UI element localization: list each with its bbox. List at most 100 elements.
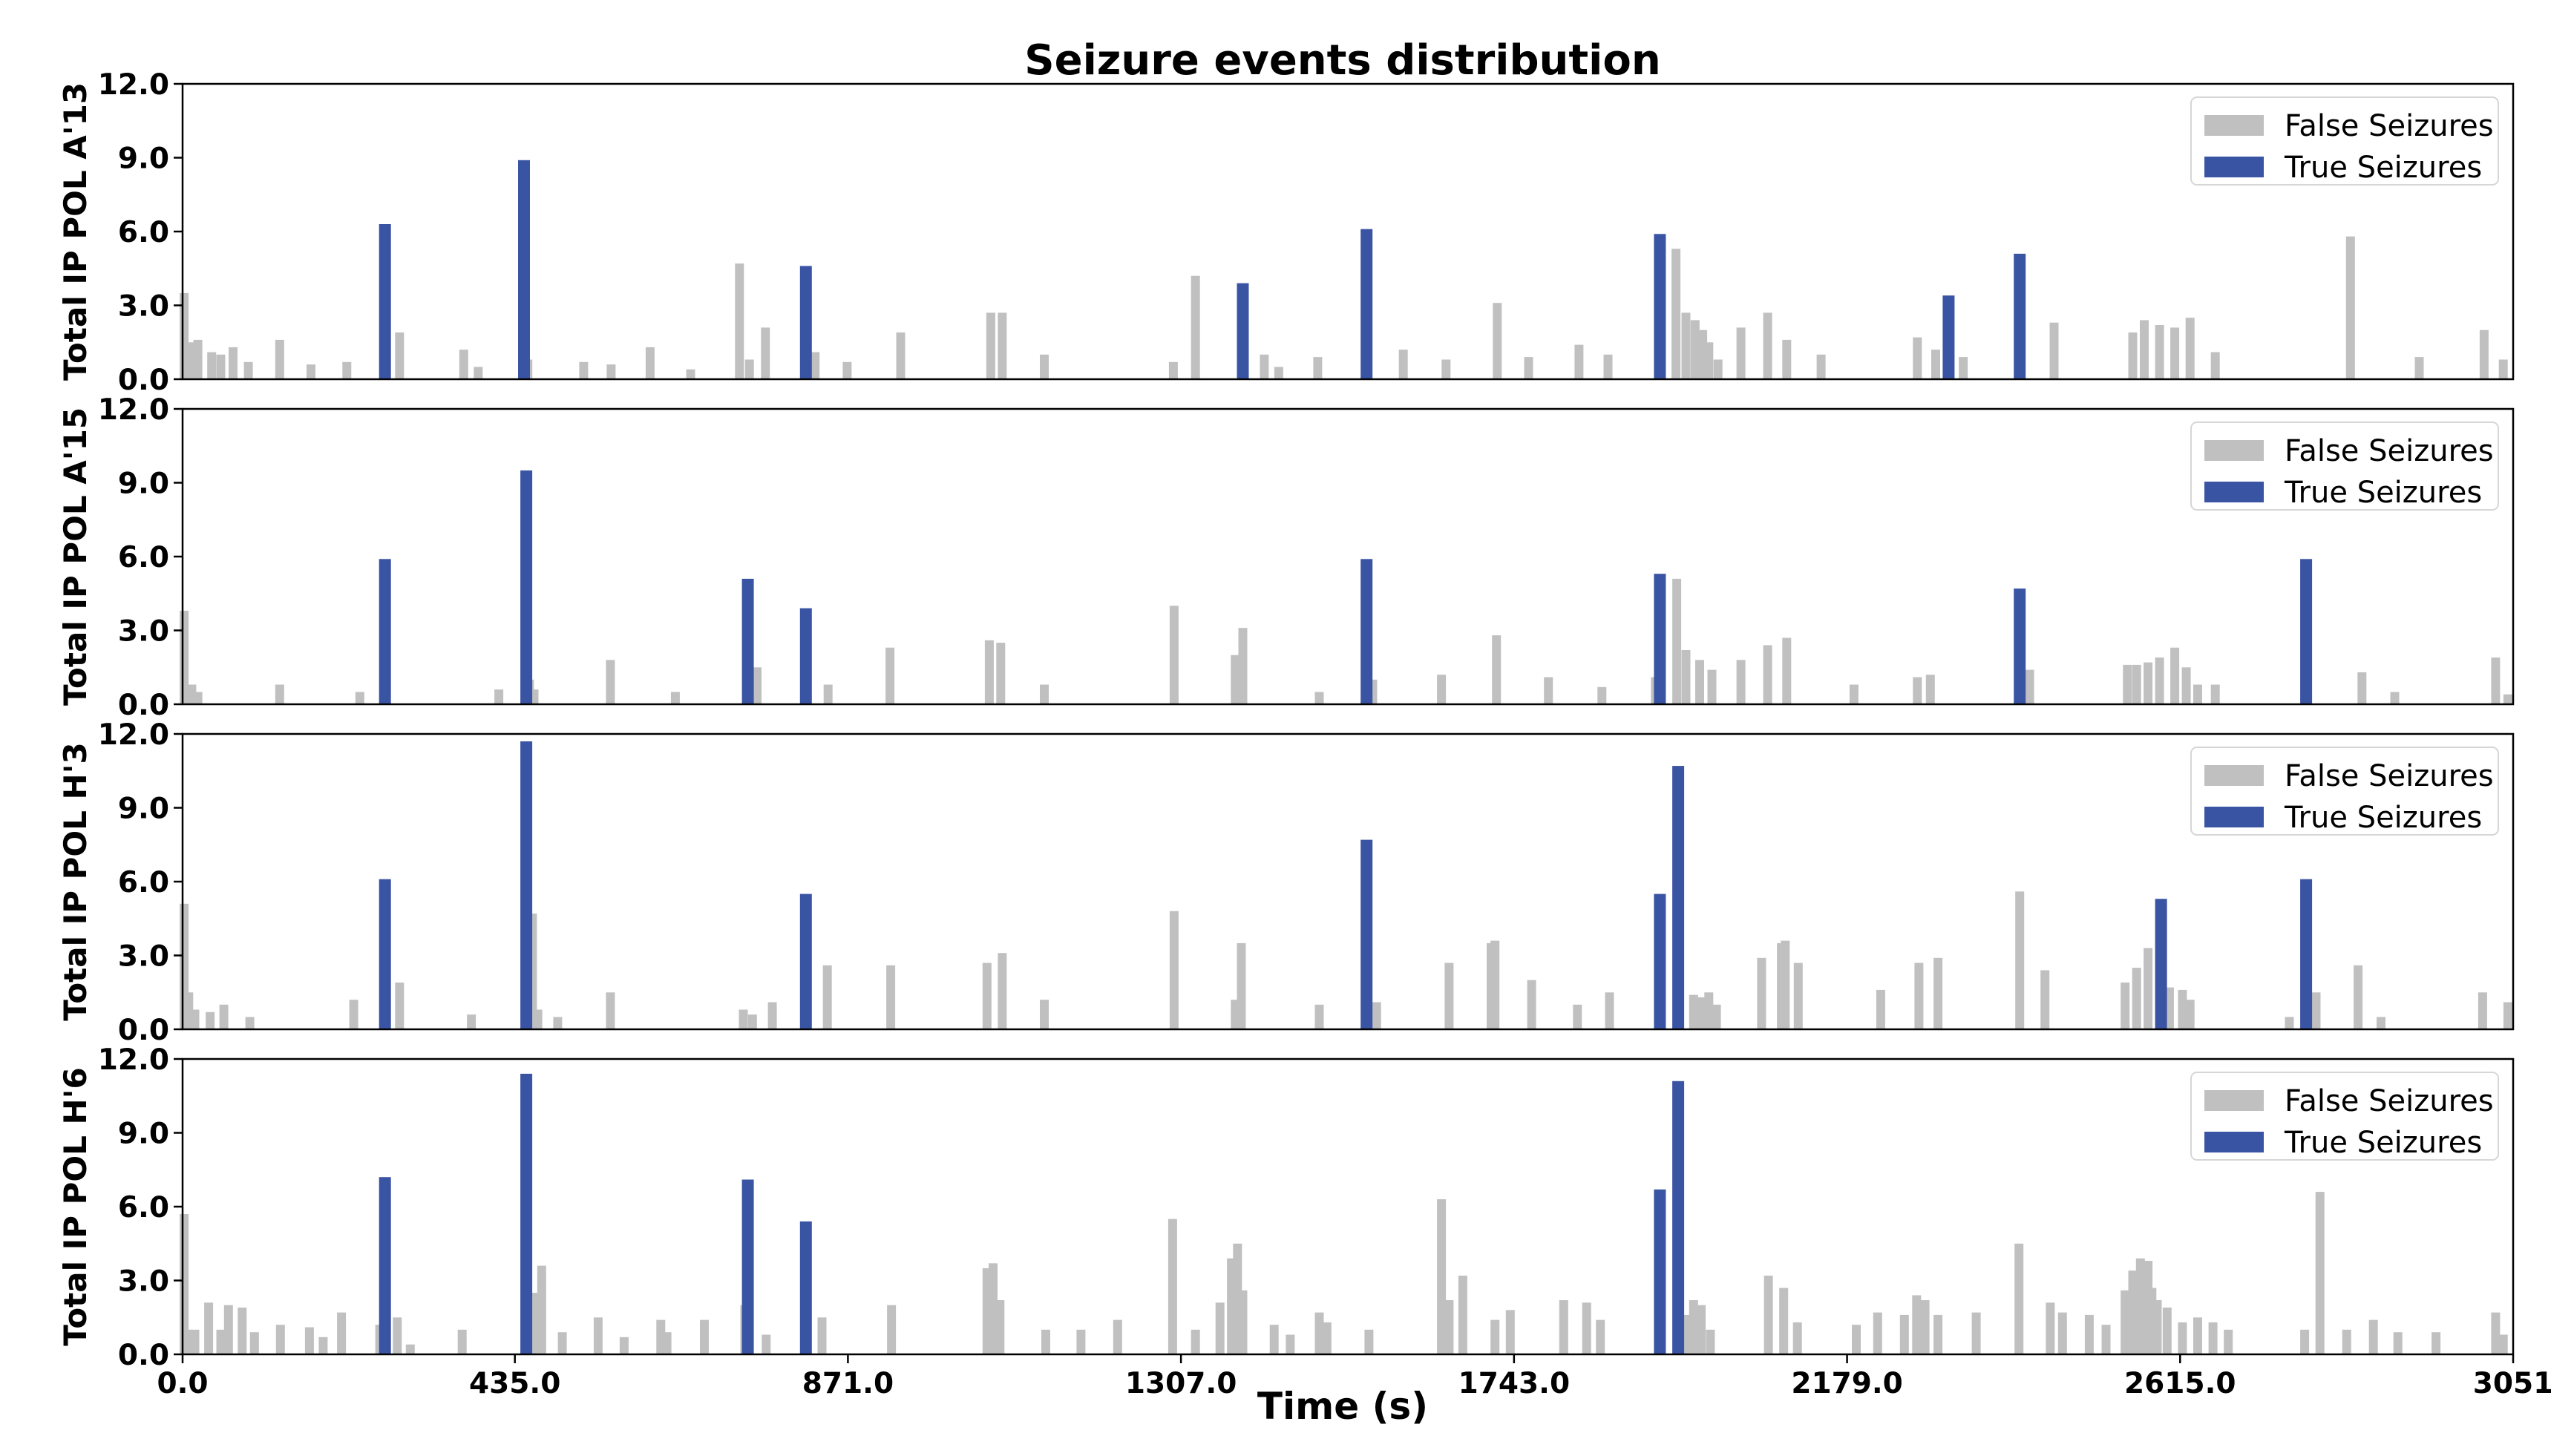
legend-box xyxy=(2190,96,2499,186)
true-seizure-bar xyxy=(379,879,391,1029)
true-seizure-bar xyxy=(379,1177,391,1354)
y-tick-label: 3.0 xyxy=(118,290,169,324)
false-seizure-bar xyxy=(1444,963,1454,1029)
legend-box xyxy=(2190,1072,2499,1161)
false-seizure-bar xyxy=(1490,1319,1500,1354)
false-seizure-bar xyxy=(1437,1199,1447,1354)
false-seizure-bar xyxy=(1706,1329,1715,1354)
false-seizure-bar xyxy=(1040,1000,1049,1029)
false-seizure-bar xyxy=(2181,667,2191,705)
false-seizure-bar xyxy=(1238,1290,1248,1354)
false-seizure-bar xyxy=(1527,980,1536,1029)
false-seizure-bar xyxy=(1933,957,1943,1029)
false-seizure-bar xyxy=(1040,354,1049,379)
false-seizure-bar xyxy=(1913,337,1922,379)
false-seizure-bar xyxy=(1314,1312,1324,1354)
true-seizure-bar xyxy=(379,559,391,704)
false-seizure-bar xyxy=(747,1014,757,1029)
false-seizure-bar xyxy=(1689,994,1698,1029)
false-seizure-bar xyxy=(2478,992,2487,1030)
false-seizure-bar xyxy=(457,1329,467,1354)
false-seizure-bar xyxy=(2162,1308,2172,1354)
false-seizure-bar xyxy=(1933,1314,1943,1354)
x-tick-label: 2179.0 xyxy=(1791,1367,1903,1400)
false-seizure-bar xyxy=(1779,1288,1789,1354)
false-seizure-bar xyxy=(1574,344,1584,379)
true-seizure-bar xyxy=(1237,283,1249,379)
false-seizure-bar xyxy=(606,992,615,1030)
false-seizure-bar xyxy=(753,667,762,705)
false-seizure-bar xyxy=(337,1312,347,1354)
false-seizure-bar xyxy=(275,684,284,704)
false-seizure-bar xyxy=(1314,692,1324,704)
y-tick-label: 12.0 xyxy=(98,718,169,752)
false-seizure-bar xyxy=(1364,1329,1374,1354)
true-seizure-bar xyxy=(2014,588,2026,704)
false-seizure-bar xyxy=(2377,1017,2385,1029)
false-seizure-bar xyxy=(216,1329,226,1354)
false-seizure-bar xyxy=(2057,1312,2067,1354)
false-seizure-bar xyxy=(1763,645,1772,704)
false-seizure-bar xyxy=(2393,1332,2403,1354)
false-seizure-bar xyxy=(1274,367,1283,379)
false-seizure-bar xyxy=(1704,342,1714,380)
false-seizure-bar xyxy=(1736,327,1746,379)
false-seizure-bar xyxy=(996,643,1006,704)
true-seizure-bar xyxy=(2155,899,2167,1029)
x-tick-label: 3051 xyxy=(2473,1367,2551,1400)
legend-label-false: False Seizures xyxy=(2285,1084,2494,1118)
legend-swatch-false xyxy=(2204,115,2264,136)
false-seizure-bar xyxy=(1444,1300,1454,1354)
false-seizure-bar xyxy=(2185,1000,2195,1029)
false-seizure-bar xyxy=(2025,669,2034,704)
false-seizure-bar xyxy=(2170,647,2180,704)
false-seizure-bar xyxy=(986,312,995,379)
false-seizure-bar xyxy=(579,361,589,379)
false-seizure-bar xyxy=(2132,664,2141,704)
legend-label-false: False Seizures xyxy=(2285,434,2494,468)
false-seizure-bar xyxy=(223,1305,233,1354)
false-seizure-bar xyxy=(2342,1329,2351,1354)
false-seizure-bar xyxy=(822,965,832,1029)
false-seizure-bar xyxy=(249,1332,259,1354)
false-seizure-bar xyxy=(2311,992,2321,1030)
false-seizure-bar xyxy=(606,364,616,379)
false-seizure-bar xyxy=(2354,965,2363,1029)
true-seizure-bar xyxy=(2014,253,2026,379)
false-seizure-bar xyxy=(1041,1329,1050,1354)
false-seizure-bar xyxy=(1712,1004,1721,1029)
true-seizure-bar xyxy=(741,1179,754,1354)
false-seizure-bar xyxy=(238,1308,247,1354)
false-seizure-bar xyxy=(2128,1270,2138,1354)
false-seizure-bar xyxy=(2178,989,2187,1029)
false-seizure-bar xyxy=(1690,320,1700,379)
false-seizure-bar xyxy=(2491,1312,2501,1354)
false-seizure-bar xyxy=(1689,1300,1698,1354)
false-seizure-bar xyxy=(2084,1314,2094,1354)
false-seizure-bar xyxy=(1169,606,1179,704)
false-seizure-bar xyxy=(1681,650,1691,704)
false-seizure-bar xyxy=(662,1332,672,1354)
false-seizure-bar xyxy=(1582,1302,1591,1354)
false-seizure-bar xyxy=(817,1317,827,1355)
legend-label-false: False Seizures xyxy=(2285,759,2494,793)
false-seizure-bar xyxy=(2135,1258,2145,1354)
legend-swatch-false xyxy=(2204,440,2264,461)
false-seizure-bar xyxy=(1441,359,1451,379)
false-seizure-bar xyxy=(739,1009,748,1029)
false-seizure-bar xyxy=(823,684,833,704)
false-seizure-bar xyxy=(2224,1329,2233,1354)
false-seizure-bar xyxy=(2170,327,2180,379)
false-seizure-bar xyxy=(2432,1332,2441,1354)
false-seizure-bar xyxy=(2503,1002,2512,1029)
false-seizure-bar xyxy=(762,1334,771,1354)
legend-swatch-true xyxy=(2204,482,2264,502)
false-seizure-bar xyxy=(1707,669,1717,704)
false-seizure-bar xyxy=(2014,1243,2024,1355)
false-seizure-bar xyxy=(2015,891,2025,1029)
false-seizure-bar xyxy=(1782,637,1792,704)
false-seizure-bar xyxy=(2101,1325,2111,1354)
false-seizure-bar xyxy=(537,1265,546,1354)
y-axis-label: Total IP POL H'6 xyxy=(57,1067,94,1346)
false-seizure-bar xyxy=(307,364,315,379)
